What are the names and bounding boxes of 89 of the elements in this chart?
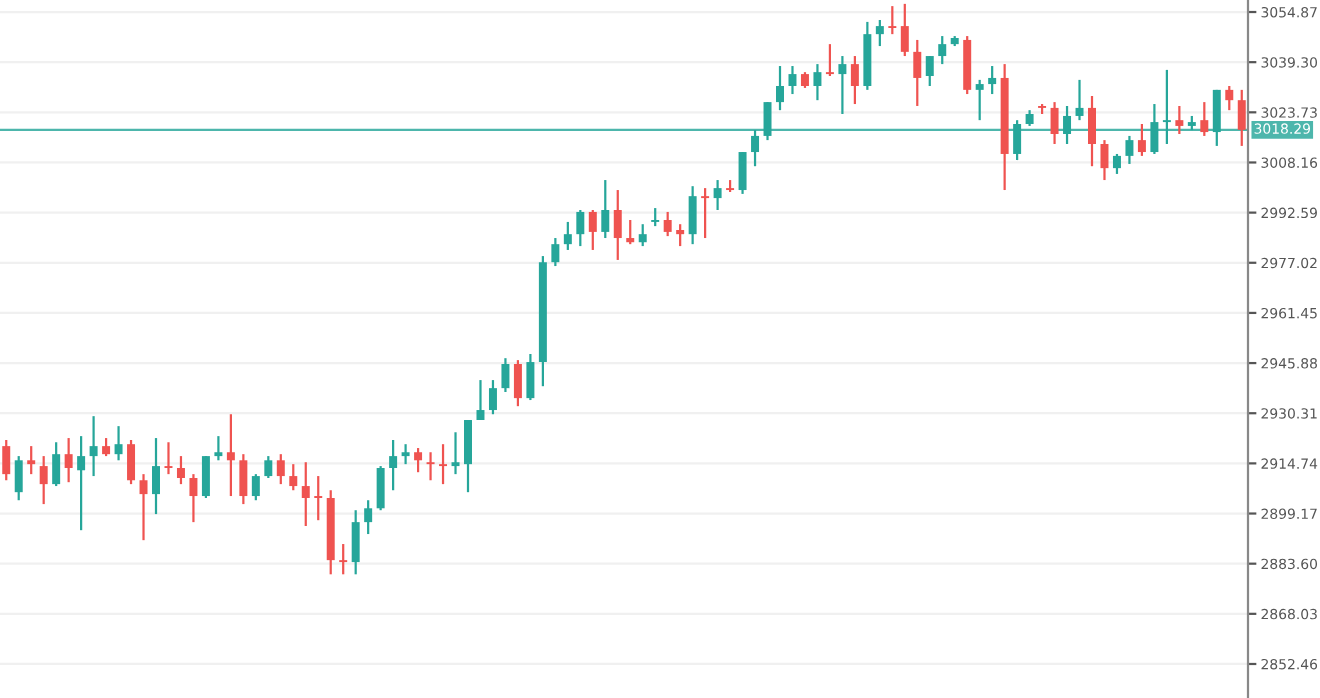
- candlestick: [239, 453, 248, 506]
- candlestick: [938, 34, 947, 66]
- candlestick: [201, 454, 210, 500]
- candlestick: [751, 129, 760, 168]
- candlestick: [127, 438, 136, 486]
- candlestick: [1050, 101, 1059, 146]
- candlestick: [164, 441, 173, 476]
- candlestick: [676, 223, 685, 248]
- candlestick: [501, 357, 510, 394]
- candlestick: [788, 64, 797, 96]
- candlestick: [563, 220, 572, 252]
- candlestick: [214, 435, 223, 462]
- candlestick: [1150, 102, 1159, 156]
- candlestick: [139, 473, 148, 542]
- candlestick: [451, 431, 460, 476]
- candlestick: [875, 18, 884, 48]
- candlestick: [838, 54, 847, 116]
- candlestick: [1013, 119, 1022, 162]
- candlestick: [364, 499, 373, 536]
- candlestick: [226, 413, 235, 498]
- candlestick: [152, 436, 160, 516]
- candlestick: [439, 443, 448, 486]
- candlestick: [1162, 68, 1171, 146]
- candlestick: [251, 473, 260, 502]
- candlestick: [1237, 88, 1246, 148]
- candlestick: [389, 438, 398, 492]
- candlestick: [701, 187, 710, 240]
- candlestick: [1200, 101, 1209, 138]
- candlestick: [925, 54, 934, 88]
- candlestick: [888, 5, 897, 36]
- candlestick: [1125, 134, 1134, 166]
- candlestick: [688, 185, 697, 246]
- candlestick: [850, 54, 859, 106]
- candlestick: [1175, 104, 1184, 136]
- candlestick: [39, 454, 48, 506]
- candlestick: [988, 64, 997, 96]
- candlestick: [513, 359, 522, 408]
- candlestick: [376, 464, 385, 512]
- candlestick: [64, 436, 73, 484]
- candlestick: [339, 542, 348, 576]
- candlestick: [77, 435, 86, 532]
- candlestick: [588, 208, 597, 252]
- candlestick: [576, 208, 585, 248]
- candlestick: [763, 101, 772, 142]
- candlestick: [414, 446, 423, 474]
- candlestick: [1137, 122, 1146, 158]
- candlestick: [900, 2, 909, 58]
- candlestick: [975, 78, 984, 122]
- candlestick: [476, 378, 485, 422]
- candlestick: [776, 64, 784, 112]
- candlestick: [289, 463, 298, 492]
- candlestick: [738, 150, 747, 196]
- candlestick: [401, 443, 410, 466]
- candlestick: [913, 38, 922, 108]
- candlestick: [2, 438, 11, 482]
- candlestick: [176, 454, 185, 486]
- candlestick: [613, 188, 622, 262]
- candlestick: [426, 451, 435, 482]
- candlestick: [526, 352, 535, 402]
- candlestick: [89, 415, 98, 478]
- candlestick: [663, 210, 672, 238]
- candlestick: [314, 474, 323, 522]
- candlestick: [1212, 88, 1221, 148]
- candlestick: [638, 223, 647, 248]
- candlestick: [626, 218, 635, 246]
- candlestick: [651, 206, 660, 228]
- candlestick: [102, 436, 111, 458]
- candlestick: [189, 473, 198, 524]
- candlestick: [464, 418, 472, 494]
- candlestick: [1075, 78, 1084, 122]
- candlestick: [1100, 139, 1109, 182]
- candlestick: [14, 454, 23, 502]
- candlestick: [825, 43, 834, 78]
- candlestick: [351, 509, 360, 576]
- candlestick: [1063, 104, 1072, 146]
- candlestick: [301, 461, 310, 528]
- candlestick: [276, 453, 285, 486]
- candlestick: [813, 62, 822, 102]
- candlestick: [1225, 84, 1234, 112]
- candlestick: [52, 441, 61, 488]
- candlestick: [713, 178, 722, 212]
- candlestick: [601, 178, 610, 240]
- candlestick: [264, 454, 273, 480]
- candlestick: [114, 425, 123, 462]
- candlestick: [1112, 152, 1121, 176]
- candlestick: [488, 378, 497, 416]
- candlestick: [27, 445, 36, 476]
- candlestick: [1088, 94, 1096, 168]
- candlestick: [551, 236, 560, 268]
